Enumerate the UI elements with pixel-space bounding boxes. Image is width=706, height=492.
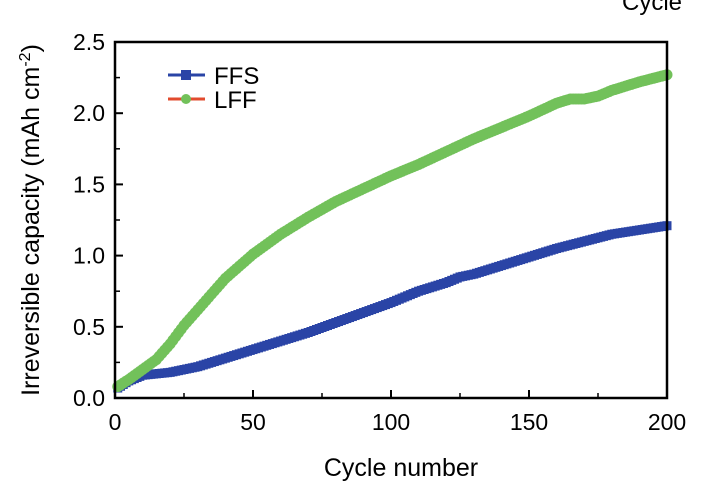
x-tick-label: 200 — [648, 409, 686, 435]
series-ffs — [113, 221, 672, 393]
y-tick-label: 1.0 — [73, 243, 105, 269]
y-tick-label: 2.0 — [73, 100, 105, 126]
plot-series — [112, 69, 673, 393]
y-tick-label: 1.5 — [73, 171, 105, 197]
legend-marker-ffs — [181, 70, 191, 80]
legend-label-lff: LFF — [214, 87, 257, 114]
y-axis-title-close: ) — [17, 44, 45, 52]
y-axis: 0.0 0.5 1.0 1.5 2.0 2.5 — [73, 29, 123, 411]
y-axis-title-sup: -2 — [17, 52, 34, 66]
y-tick-label: 0.0 — [73, 385, 105, 411]
y-axis-title-main: Irreversible capacity (mAh cm — [17, 67, 45, 396]
x-tick-label: 0 — [109, 409, 122, 435]
y-tick-label: 2.5 — [73, 29, 105, 55]
x-tick-label: 100 — [372, 409, 410, 435]
y-tick-label: 0.5 — [73, 314, 105, 340]
legend: FFS LFF — [168, 63, 259, 114]
x-axis-title: Cycle number — [324, 454, 478, 482]
legend-label-ffs: FFS — [214, 63, 259, 90]
x-tick-label: 50 — [240, 409, 266, 435]
corner-text: Cycle — [622, 0, 682, 16]
x-tick-label: 150 — [510, 409, 548, 435]
series-lff — [112, 69, 673, 393]
x-axis: 0 50 100 150 200 — [109, 390, 686, 435]
y-axis-title: Irreversible capacity (mAh cm-2) — [17, 44, 45, 396]
legend-marker-lff — [181, 94, 191, 104]
